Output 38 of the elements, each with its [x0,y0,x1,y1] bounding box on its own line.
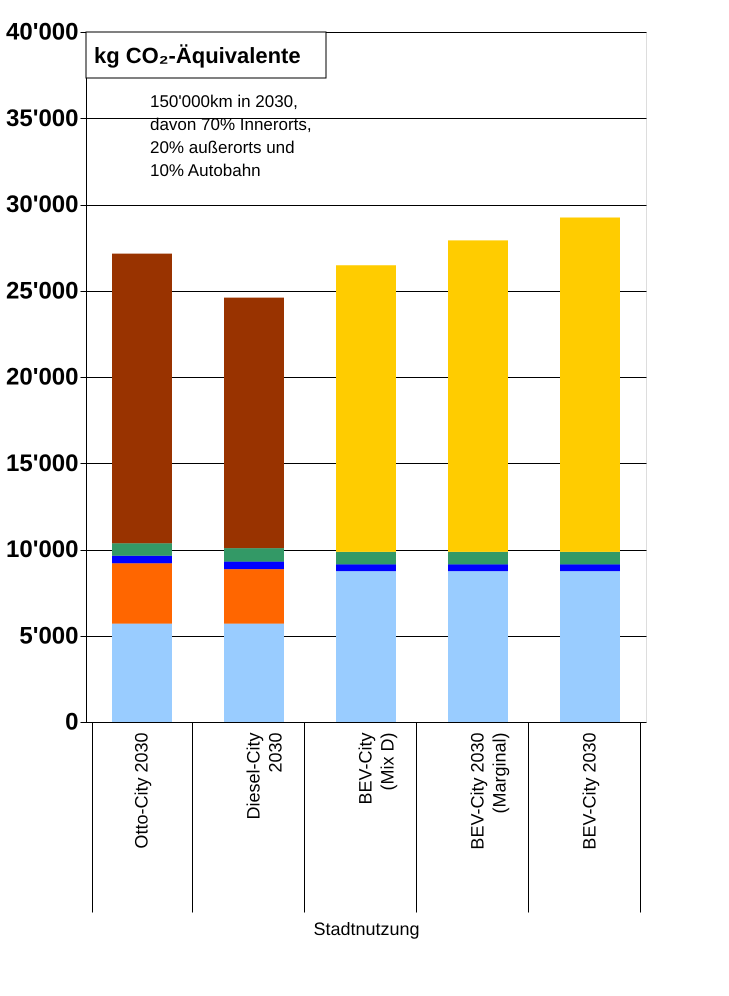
y-tick-label: 25'000 [6,277,78,304]
bar [448,564,508,572]
bar [448,571,508,722]
x-tick-label: Diesel-City 2030 [244,732,286,820]
bar [560,552,620,564]
y-tick-label: 30'000 [6,191,78,218]
x-tick-label: BEV-City (Mix D) [356,732,398,805]
text: kg CO₂-Äquivalente [94,43,301,68]
bar [224,548,284,562]
y-tick-label: 0 [65,708,78,736]
y-tick-label: 10'000 [6,536,78,563]
bar [448,240,508,552]
bar [448,552,508,564]
x-axis-title: Stadtnutzung [313,919,420,939]
bar [112,563,172,624]
y-tick-label: 20'000 [6,364,78,390]
bar [224,569,284,624]
bar [560,564,620,572]
bar [560,571,620,722]
y-tick-label: 5'000 [19,622,78,650]
x-tick-label: BEV-City 2030 (Marginal) [468,732,510,850]
bar [336,265,396,552]
x-tick-label: BEV-City 2030 [580,732,600,850]
x-tick-label: Otto-City 2030 [132,732,152,849]
bar [112,254,172,544]
y-tick-label: 35'000 [6,104,78,132]
bar [112,543,172,556]
y-tick-label: 40'000 [6,18,78,46]
bar [112,624,172,722]
bar [224,624,284,722]
bar [224,562,284,570]
y-tick-label: 15'000 [6,450,78,477]
bar [560,217,620,552]
bar [336,571,396,722]
bar [336,552,396,564]
bar [336,564,396,572]
bar [112,556,172,564]
bar [224,298,284,548]
